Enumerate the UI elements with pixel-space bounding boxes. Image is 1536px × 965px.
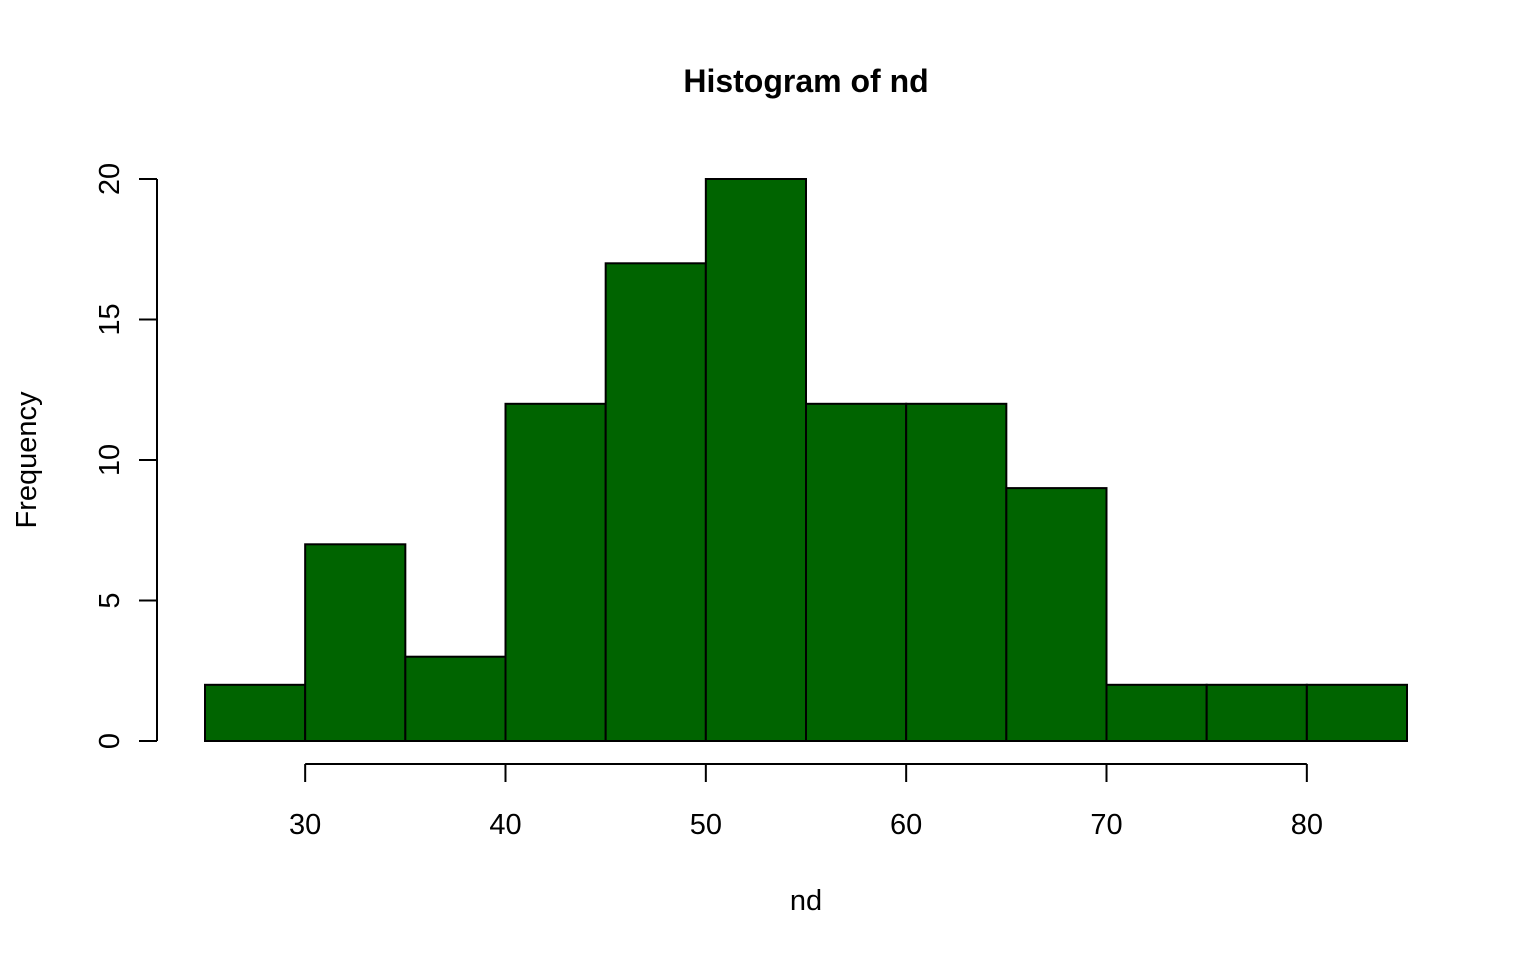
histogram-bar — [504, 402, 607, 742]
x-axis-label: nd — [790, 885, 822, 917]
histogram-bar — [905, 402, 1008, 742]
histogram-bar — [1305, 683, 1409, 742]
y-tick-label: 15 — [94, 303, 126, 335]
x-axis: 30 40 50 60 70 80 — [289, 763, 1323, 841]
histogram-bar — [304, 543, 407, 742]
y-tick-label: 0 — [94, 733, 126, 749]
y-tick-label: 5 — [94, 592, 126, 608]
y-tick-label: 10 — [94, 444, 126, 476]
histogram-bar — [204, 683, 307, 742]
x-tick-label: 80 — [1291, 809, 1323, 841]
y-axis: 0 5 10 15 20 — [94, 163, 158, 749]
histogram-bar — [704, 178, 807, 742]
x-tick-label: 60 — [890, 809, 922, 841]
y-axis-label: Frequency — [11, 391, 43, 529]
histogram-bar — [1205, 683, 1308, 742]
x-tick-label: 50 — [690, 809, 722, 841]
x-tick-label: 30 — [289, 809, 321, 841]
histogram-bar — [604, 262, 707, 742]
histogram-bar — [404, 655, 507, 743]
histogram-bar — [1005, 487, 1108, 742]
histogram-bar — [1105, 683, 1208, 742]
x-tick-label: 70 — [1090, 809, 1122, 841]
histogram-bar — [805, 402, 908, 742]
chart-title: Histogram of nd — [683, 63, 928, 99]
y-tick-label: 20 — [94, 163, 126, 195]
x-tick-label: 40 — [489, 809, 521, 841]
bars-layer — [204, 178, 1409, 743]
